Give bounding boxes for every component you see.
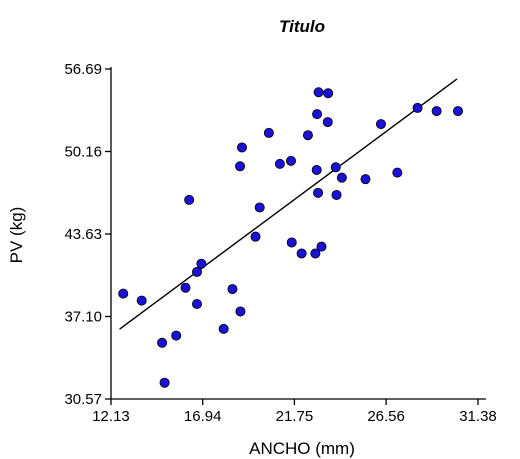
data-point bbox=[235, 161, 246, 172]
x-tick-label: 31.38 bbox=[459, 408, 497, 425]
y-tick-label: 50.16 bbox=[64, 144, 102, 161]
data-point bbox=[157, 337, 168, 348]
data-point bbox=[313, 187, 324, 198]
data-point bbox=[431, 106, 442, 117]
y-tick-label: 37.10 bbox=[64, 309, 102, 326]
regression-line bbox=[119, 78, 458, 330]
x-tick-label: 21.75 bbox=[276, 408, 314, 425]
data-point bbox=[274, 158, 285, 169]
data-point bbox=[331, 189, 342, 200]
y-ticks: 30.57 37.10 43.63 50.16 56.69 bbox=[64, 61, 111, 408]
chart-title: Titulo bbox=[279, 17, 325, 36]
data-point bbox=[302, 130, 313, 141]
x-axis-label: ANCHO (mm) bbox=[249, 439, 355, 458]
data-point bbox=[235, 306, 246, 317]
y-axis-label: PV (kg) bbox=[7, 207, 26, 264]
data-point bbox=[227, 284, 238, 295]
data-point bbox=[218, 323, 229, 334]
x-tick-label: 26.56 bbox=[367, 408, 405, 425]
data-point bbox=[118, 288, 129, 299]
data-point bbox=[323, 88, 334, 99]
y-tick-label: 30.57 bbox=[64, 391, 102, 408]
data-point bbox=[310, 248, 321, 259]
data-point bbox=[250, 231, 261, 242]
axes bbox=[110, 67, 486, 400]
y-tick-label: 56.69 bbox=[64, 61, 102, 78]
data-point bbox=[311, 164, 322, 175]
data-point bbox=[322, 117, 333, 128]
data-point bbox=[254, 202, 265, 213]
data-point bbox=[360, 174, 371, 185]
data-point bbox=[316, 241, 327, 252]
data-point bbox=[184, 194, 195, 205]
data-point bbox=[285, 155, 296, 166]
data-point bbox=[180, 282, 191, 293]
data-point bbox=[296, 248, 307, 259]
data-point bbox=[191, 266, 202, 277]
x-tick-label: 16.94 bbox=[184, 408, 222, 425]
data-point bbox=[336, 172, 347, 183]
data-point bbox=[136, 295, 147, 306]
data-point bbox=[392, 167, 403, 178]
data-points bbox=[118, 87, 463, 388]
data-point bbox=[236, 142, 247, 153]
data-point bbox=[196, 258, 207, 269]
x-ticks: 12.13 16.94 21.75 26.56 31.38 bbox=[92, 399, 497, 425]
data-point bbox=[375, 119, 386, 130]
data-point bbox=[286, 237, 297, 248]
data-point bbox=[412, 102, 423, 113]
data-point bbox=[171, 330, 182, 341]
data-point bbox=[191, 298, 202, 309]
data-point bbox=[452, 106, 463, 117]
data-point bbox=[330, 162, 341, 173]
x-tick-label: 12.13 bbox=[92, 408, 130, 425]
y-tick-label: 43.63 bbox=[64, 226, 102, 243]
data-point bbox=[159, 377, 170, 388]
data-point bbox=[313, 87, 324, 98]
data-point bbox=[312, 109, 323, 120]
data-point bbox=[263, 127, 274, 138]
